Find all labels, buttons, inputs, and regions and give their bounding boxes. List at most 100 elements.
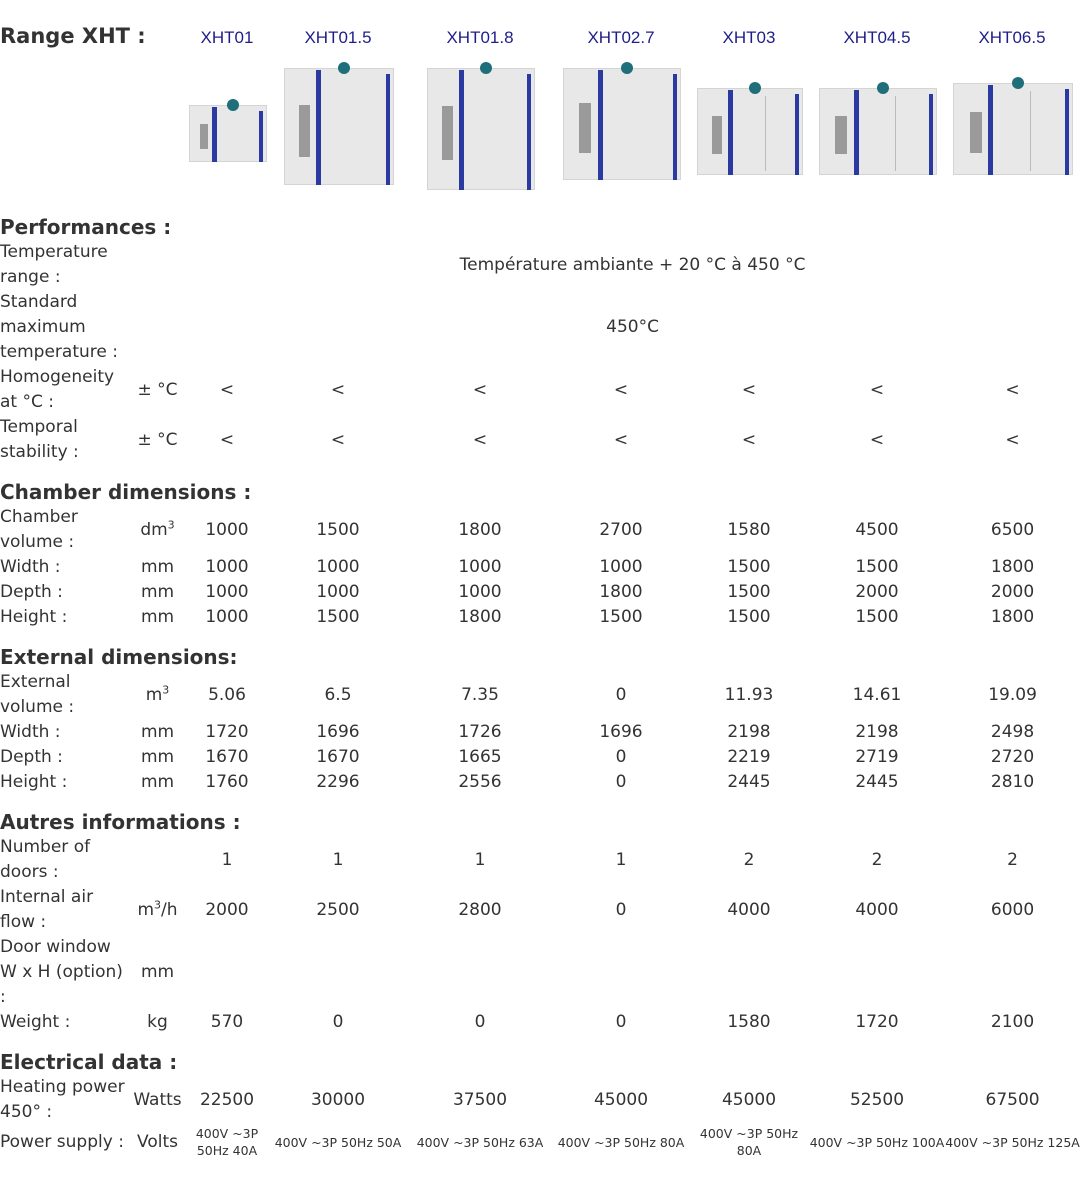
oven-image	[953, 77, 1073, 175]
cell-value: 1760	[205, 772, 249, 792]
row-label: Chamber volume :	[0, 507, 78, 552]
cell-value: 6.5	[324, 684, 352, 705]
row-unit: mm	[130, 745, 185, 770]
row-label: Heating power 450° :	[0, 1077, 125, 1122]
cell-value: 2198	[727, 722, 771, 742]
section-heading: Performances :	[0, 215, 172, 239]
cell-value: <	[219, 429, 235, 450]
cell-value: 1500	[855, 557, 899, 577]
cell-value: 37500	[452, 1089, 508, 1110]
unit-text: m	[137, 899, 155, 920]
unit-text: ± °C	[137, 429, 178, 450]
cell-value: 4500	[855, 519, 899, 540]
cell-value: 1726	[458, 722, 502, 742]
cell-value: 400V ~3P 50Hz 80A	[557, 1134, 685, 1150]
spec-row: Depth : mm 1670 1670 1665 0 2219 2719 2720	[0, 745, 1080, 770]
model-name: XHT03	[722, 28, 776, 47]
cell-value: <	[472, 379, 488, 400]
row-label: Door window W x H (option) :	[0, 937, 123, 1007]
row-label: Power supply :	[0, 1131, 124, 1152]
cell-value: 1800	[599, 582, 643, 602]
cell-value: 11.93	[724, 684, 774, 705]
cell-value: 1800	[458, 519, 502, 540]
cell-value: 1800	[990, 557, 1035, 577]
unit-text: mm	[140, 747, 175, 767]
cell-value: <	[613, 379, 629, 400]
model-name: XHT01.5	[304, 28, 372, 47]
cell-value: 6000	[990, 899, 1035, 920]
unit-text: dm	[140, 519, 168, 540]
cell-value: 2498	[990, 722, 1035, 742]
row-label: Temporal stability :	[0, 417, 79, 462]
cell-value: 2719	[855, 747, 899, 767]
cell-value: 1000	[205, 582, 249, 602]
model-name: XHT01	[200, 28, 254, 47]
row-unit: ± °C	[130, 415, 185, 465]
oven-image	[189, 99, 267, 162]
row-unit: mm	[130, 555, 185, 580]
spec-row: Heating power 450° : Watts 22500 30000 37500…	[0, 1075, 1080, 1125]
cell-value: <	[869, 429, 885, 450]
cell-value	[553, 935, 689, 1010]
cell-value: 1000	[205, 519, 249, 540]
cell-value: 2000	[205, 899, 249, 920]
section-heading: Chamber dimensions :	[0, 480, 252, 504]
cell-value: 0	[332, 1012, 344, 1032]
spec-row: Standard maximum temperature : 450°C	[0, 290, 1080, 365]
cell-value: 2720	[990, 747, 1035, 767]
cell-value: 2700	[599, 519, 643, 540]
section-heading: External dimensions:	[0, 645, 238, 669]
cell-value: 1720	[855, 1012, 899, 1032]
cell-value: 14.61	[852, 684, 902, 705]
spec-row: Internal air flow : m3/h 2000 2500 2800 0 4000…	[0, 885, 1080, 935]
cell-value: 1720	[205, 722, 249, 742]
cell-value: 6500	[990, 519, 1035, 540]
cell-value: 1000	[316, 582, 360, 602]
oven-image	[563, 62, 681, 180]
cell-value	[945, 935, 1080, 1010]
row-unit: Watts	[130, 1075, 185, 1125]
spec-row: Number of doors : 1 1 1 1 2 2 2	[0, 835, 1080, 885]
unit-text: mm	[140, 722, 175, 742]
spec-row: Chamber volume : dm3 1000 1500 1800 2700 1580 4…	[0, 505, 1080, 555]
model-name: XHT04.5	[843, 28, 911, 47]
cell-value: 1000	[458, 582, 502, 602]
row-unit: m3/h	[130, 885, 185, 935]
cell-value: 1	[221, 849, 233, 870]
row-unit: mm	[130, 580, 185, 605]
unit-text: Volts	[137, 1131, 178, 1152]
row-unit	[130, 240, 185, 290]
row-label: Homogeneity at °C :	[0, 367, 115, 412]
cell-value: 1580	[727, 519, 771, 540]
cell-value: <	[1005, 429, 1020, 450]
oven-image	[427, 62, 535, 190]
unit-superscript: 3	[167, 517, 175, 531]
row-label: Depth :	[0, 582, 63, 602]
unit-superscript: 3	[162, 682, 170, 696]
model-name: XHT06.5	[978, 28, 1046, 47]
cell-value: 1500	[316, 519, 360, 540]
row-label: Height :	[0, 772, 68, 792]
model-name: XHT02.7	[587, 28, 655, 47]
row-unit	[130, 290, 185, 365]
cell-value: 1	[332, 849, 344, 870]
cell-value: 2800	[458, 899, 502, 920]
spec-row: Width : mm 1000 1000 1000 1000 1500 1500 1800	[0, 555, 1080, 580]
row-unit: kg	[130, 1010, 185, 1035]
cell-value: 1000	[316, 557, 360, 577]
section-heading: Autres informations :	[0, 810, 241, 834]
row-unit: ± °C	[130, 365, 185, 415]
row-unit: mm	[130, 605, 185, 630]
unit-superscript: 3	[154, 897, 162, 911]
unit-text: mm	[140, 772, 175, 792]
cell-value: <	[741, 429, 757, 450]
cell-value: <	[741, 379, 757, 400]
unit-suffix: /h	[161, 899, 178, 920]
cell-value: <	[330, 429, 346, 450]
unit-text: Watts	[133, 1089, 182, 1110]
cell-value: 2	[1007, 849, 1018, 870]
row-unit: dm3	[130, 505, 185, 555]
unit-text: mm	[140, 557, 175, 577]
cell-value: 1800	[458, 607, 502, 627]
cell-value: 400V ~3P 50Hz 63A	[416, 1134, 544, 1150]
